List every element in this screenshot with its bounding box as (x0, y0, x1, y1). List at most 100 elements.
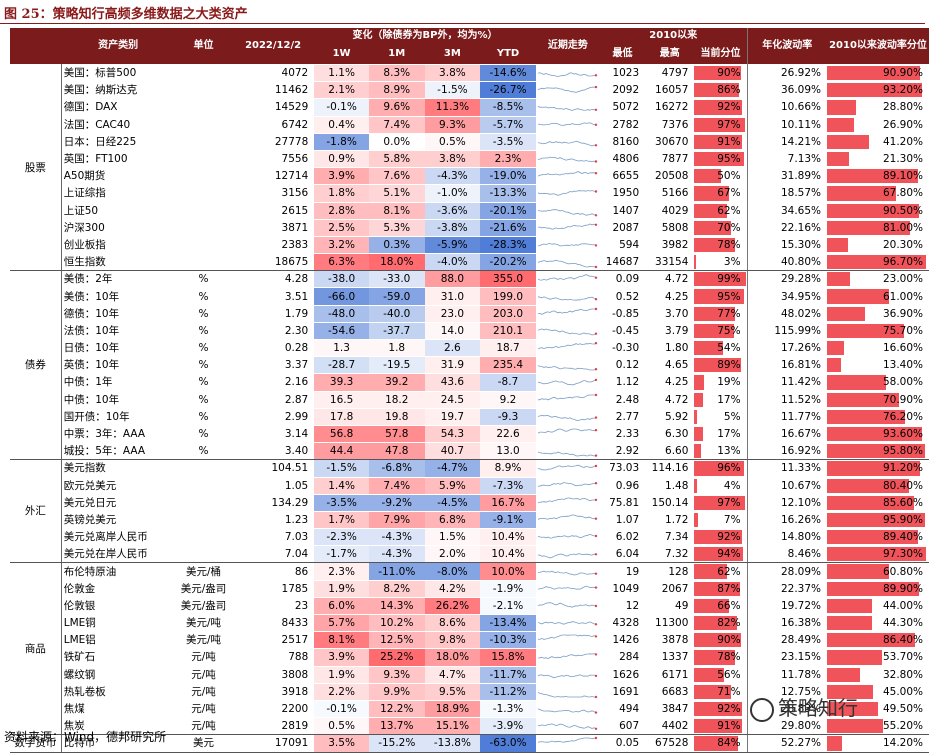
vol-pctile: 49.50% (827, 699, 929, 718)
trend-last-dot (594, 244, 598, 247)
trend-sparkline (537, 723, 598, 731)
trend-line (537, 553, 596, 559)
trend-cell (535, 579, 600, 598)
asset-name: 螺纹钢 (61, 665, 176, 684)
trend-cell (535, 235, 600, 254)
change-m3: 31.0 (424, 287, 481, 306)
header-ytd: YTD (480, 44, 536, 65)
change-w1: 1.4% (314, 476, 369, 495)
trend-sparkline (537, 634, 598, 641)
change-m3: 43.6 (424, 373, 481, 392)
asset-name: 中债：10年 (61, 390, 176, 409)
annual-vol: 15.30% (746, 235, 828, 254)
vol-pctile: 90.90% (827, 63, 929, 82)
annual-vol: 34.65% (746, 201, 828, 220)
vol-pctile-text: 23.00% (882, 273, 923, 286)
trend-sparkline (537, 691, 598, 699)
asset-value: 2.99 (231, 407, 315, 426)
header-1m: 1M (368, 44, 425, 65)
pctile-bar (694, 203, 727, 218)
vol-pctile-bar (827, 66, 920, 81)
current-pctile: 82% (694, 613, 748, 632)
current-pctile: 62% (694, 201, 748, 220)
asset-unit (175, 493, 232, 512)
vol-pctile-text: 81.00% (882, 221, 923, 234)
change-w1: 17.8 (314, 407, 369, 426)
vol-pctile: 26.90% (827, 115, 929, 134)
asset-value: 1.79 (231, 304, 315, 323)
vol-pctile-text: 58.00% (882, 376, 923, 389)
asset-value: 104.51 (231, 459, 315, 477)
pctile-text: 19% (717, 376, 741, 389)
vol-pctile-bar (827, 598, 872, 613)
pctile-bar (694, 151, 744, 167)
high-value: 7376 (645, 115, 695, 134)
change-m1: -11.0% (368, 562, 425, 581)
trend-cell (535, 184, 600, 202)
vol-pctile: 58.00% (827, 373, 929, 392)
low-value: 594 (599, 235, 646, 254)
change-m3: 88.0 (424, 270, 481, 288)
current-pctile: 77% (694, 304, 748, 323)
vol-pctile-text: 67.80% (882, 187, 923, 200)
current-pctile: 71% (694, 682, 748, 701)
annual-vol: 31.89% (746, 167, 828, 185)
asset-name: 城投：5年：AAA (61, 442, 176, 461)
change-m3: 40.7 (424, 442, 481, 461)
vol-pctile-bar (827, 392, 900, 407)
pctile-bar (694, 650, 736, 665)
high-value: 6.60 (645, 442, 695, 461)
high-value: 1.72 (645, 510, 695, 529)
asset-unit (175, 218, 232, 237)
change-m1: 5.3% (368, 218, 425, 237)
asset-unit (175, 528, 232, 546)
trend-last-dot (594, 711, 598, 714)
vol-pctile-text: 91.20% (882, 462, 923, 475)
pctile-text: 56% (717, 668, 741, 681)
asset-value: 788 (231, 648, 315, 667)
asset-value: 1785 (231, 579, 315, 598)
asset-name: 热轧卷板 (61, 682, 176, 701)
asset-value: 2.30 (231, 321, 315, 340)
asset-name: 焦煤 (61, 699, 176, 718)
change-w1: -28.7 (314, 356, 369, 374)
vol-pctile-bar (827, 701, 878, 717)
asset-name: 欧元兑美元 (61, 476, 176, 495)
trend-last-dot (594, 86, 598, 89)
vol-pctile: 44.30% (827, 613, 929, 632)
table-row: 德国：DAX 14529 -0.1% 9.6% 11.3% -8.5% 5072 16272 9… (10, 98, 929, 117)
pctile-bar (694, 272, 747, 287)
current-pctile: 70% (694, 218, 748, 237)
asset-unit: 美元/盎司 (175, 579, 232, 598)
change-m3: 8.6% (424, 613, 481, 632)
asset-value: 3808 (231, 665, 315, 684)
change-m1: 18.0% (368, 253, 425, 272)
table-row: 上证综指 3156 1.8% 5.1% -1.0% -13.3% 1950 5166 67% 18… (10, 184, 929, 202)
change-ytd: -21.6% (480, 218, 536, 237)
low-value: 12 (599, 596, 646, 615)
change-m3: 3.8% (424, 63, 481, 82)
pctile-text: 97% (717, 118, 741, 131)
table-row: 恒生指数 18675 6.3% 18.0% -4.0% -20.2% 14687 33154 3… (10, 253, 929, 272)
pctile-text: 92% (717, 703, 741, 716)
high-value: 16057 (645, 81, 695, 99)
high-value: 30670 (645, 132, 695, 151)
change-m1: 8.2% (368, 579, 425, 598)
high-value: 11300 (645, 613, 695, 632)
change-m3: 6.8% (424, 510, 481, 529)
change-m3: -3.8% (424, 218, 481, 237)
vol-pctile-bar (827, 581, 919, 596)
change-w1: 1.8% (314, 184, 369, 202)
annual-vol: 11.33% (746, 459, 828, 477)
change-m3: 24.5 (424, 390, 481, 409)
pctile-bar (694, 289, 744, 304)
table-row: 焦炭 元/吨 2819 0.5% 13.7% 15.1% -3.9% 607 4402 91% 29… (10, 717, 929, 736)
change-w1: 0.5% (314, 717, 369, 736)
change-m1: 13.7% (368, 717, 425, 736)
trend-line (537, 308, 596, 315)
annual-vol: 11.77% (746, 407, 828, 426)
trend-last-dot (594, 123, 598, 126)
vol-pctile-bar (827, 633, 916, 648)
trend-line (537, 481, 596, 487)
vol-pctile: 81.00% (827, 218, 929, 237)
